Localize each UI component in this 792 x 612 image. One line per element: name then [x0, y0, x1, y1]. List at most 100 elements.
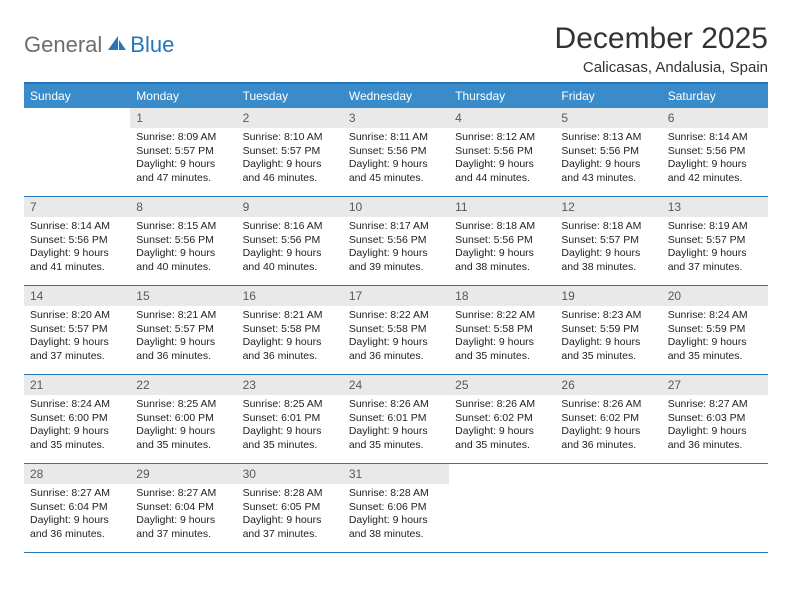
weeks-container: 1Sunrise: 8:09 AMSunset: 5:57 PMDaylight…	[24, 108, 768, 553]
calendar-cell	[555, 464, 661, 552]
day-number: 5	[555, 108, 661, 128]
day-content: Sunrise: 8:13 AMSunset: 5:56 PMDaylight:…	[555, 128, 661, 192]
day-number: 30	[237, 464, 343, 484]
day-number: 2	[237, 108, 343, 128]
calendar-cell: 19Sunrise: 8:23 AMSunset: 5:59 PMDayligh…	[555, 286, 661, 374]
calendar-cell: 10Sunrise: 8:17 AMSunset: 5:56 PMDayligh…	[343, 197, 449, 285]
day-number: 15	[130, 286, 236, 306]
day-content: Sunrise: 8:26 AMSunset: 6:02 PMDaylight:…	[449, 395, 555, 459]
day-number: 28	[24, 464, 130, 484]
day-content: Sunrise: 8:12 AMSunset: 5:56 PMDaylight:…	[449, 128, 555, 192]
day-content: Sunrise: 8:15 AMSunset: 5:56 PMDaylight:…	[130, 217, 236, 281]
day-number: 12	[555, 197, 661, 217]
day-header: Thursday	[449, 84, 555, 108]
calendar-cell: 14Sunrise: 8:20 AMSunset: 5:57 PMDayligh…	[24, 286, 130, 374]
calendar-cell	[662, 464, 768, 552]
day-content: Sunrise: 8:09 AMSunset: 5:57 PMDaylight:…	[130, 128, 236, 192]
day-number: 7	[24, 197, 130, 217]
calendar-cell: 4Sunrise: 8:12 AMSunset: 5:56 PMDaylight…	[449, 108, 555, 196]
day-content: Sunrise: 8:27 AMSunset: 6:03 PMDaylight:…	[662, 395, 768, 459]
day-content: Sunrise: 8:22 AMSunset: 5:58 PMDaylight:…	[449, 306, 555, 370]
day-number: 4	[449, 108, 555, 128]
calendar-cell: 3Sunrise: 8:11 AMSunset: 5:56 PMDaylight…	[343, 108, 449, 196]
day-header: Monday	[130, 84, 236, 108]
day-number: 6	[662, 108, 768, 128]
day-number: 14	[24, 286, 130, 306]
calendar-cell: 5Sunrise: 8:13 AMSunset: 5:56 PMDaylight…	[555, 108, 661, 196]
week-row: 21Sunrise: 8:24 AMSunset: 6:00 PMDayligh…	[24, 375, 768, 464]
day-number: 21	[24, 375, 130, 395]
day-content: Sunrise: 8:19 AMSunset: 5:57 PMDaylight:…	[662, 217, 768, 281]
month-title: December 2025	[555, 22, 768, 56]
day-number: 19	[555, 286, 661, 306]
day-header: Wednesday	[343, 84, 449, 108]
day-content: Sunrise: 8:23 AMSunset: 5:59 PMDaylight:…	[555, 306, 661, 370]
day-number: 22	[130, 375, 236, 395]
day-content: Sunrise: 8:21 AMSunset: 5:57 PMDaylight:…	[130, 306, 236, 370]
day-content: Sunrise: 8:17 AMSunset: 5:56 PMDaylight:…	[343, 217, 449, 281]
day-content: Sunrise: 8:24 AMSunset: 6:00 PMDaylight:…	[24, 395, 130, 459]
calendar-cell: 1Sunrise: 8:09 AMSunset: 5:57 PMDaylight…	[130, 108, 236, 196]
header: General Blue December 2025 Calicasas, An…	[24, 22, 768, 76]
day-number: 9	[237, 197, 343, 217]
day-header: Sunday	[24, 84, 130, 108]
calendar: Sunday Monday Tuesday Wednesday Thursday…	[24, 82, 768, 553]
calendar-cell: 12Sunrise: 8:18 AMSunset: 5:57 PMDayligh…	[555, 197, 661, 285]
location-text: Calicasas, Andalusia, Spain	[555, 59, 768, 76]
day-content: Sunrise: 8:27 AMSunset: 6:04 PMDaylight:…	[24, 484, 130, 548]
day-number: 3	[343, 108, 449, 128]
logo: General Blue	[24, 32, 174, 58]
calendar-cell: 7Sunrise: 8:14 AMSunset: 5:56 PMDaylight…	[24, 197, 130, 285]
day-header: Tuesday	[237, 84, 343, 108]
day-content: Sunrise: 8:11 AMSunset: 5:56 PMDaylight:…	[343, 128, 449, 192]
calendar-cell	[24, 108, 130, 196]
calendar-cell: 9Sunrise: 8:16 AMSunset: 5:56 PMDaylight…	[237, 197, 343, 285]
calendar-cell: 6Sunrise: 8:14 AMSunset: 5:56 PMDaylight…	[662, 108, 768, 196]
day-header: Friday	[555, 84, 661, 108]
day-content: Sunrise: 8:10 AMSunset: 5:57 PMDaylight:…	[237, 128, 343, 192]
day-number: 13	[662, 197, 768, 217]
calendar-cell: 23Sunrise: 8:25 AMSunset: 6:01 PMDayligh…	[237, 375, 343, 463]
day-number: 18	[449, 286, 555, 306]
day-number: 31	[343, 464, 449, 484]
day-content: Sunrise: 8:26 AMSunset: 6:02 PMDaylight:…	[555, 395, 661, 459]
logo-text-blue: Blue	[130, 32, 174, 58]
day-number: 10	[343, 197, 449, 217]
day-content: Sunrise: 8:26 AMSunset: 6:01 PMDaylight:…	[343, 395, 449, 459]
week-row: 14Sunrise: 8:20 AMSunset: 5:57 PMDayligh…	[24, 286, 768, 375]
calendar-cell: 24Sunrise: 8:26 AMSunset: 6:01 PMDayligh…	[343, 375, 449, 463]
calendar-cell: 18Sunrise: 8:22 AMSunset: 5:58 PMDayligh…	[449, 286, 555, 374]
day-content: Sunrise: 8:18 AMSunset: 5:56 PMDaylight:…	[449, 217, 555, 281]
day-number: 29	[130, 464, 236, 484]
day-content: Sunrise: 8:28 AMSunset: 6:06 PMDaylight:…	[343, 484, 449, 548]
day-content: Sunrise: 8:14 AMSunset: 5:56 PMDaylight:…	[24, 217, 130, 281]
calendar-cell: 21Sunrise: 8:24 AMSunset: 6:00 PMDayligh…	[24, 375, 130, 463]
day-content: Sunrise: 8:16 AMSunset: 5:56 PMDaylight:…	[237, 217, 343, 281]
calendar-cell: 11Sunrise: 8:18 AMSunset: 5:56 PMDayligh…	[449, 197, 555, 285]
day-number: 26	[555, 375, 661, 395]
calendar-cell: 15Sunrise: 8:21 AMSunset: 5:57 PMDayligh…	[130, 286, 236, 374]
day-content: Sunrise: 8:21 AMSunset: 5:58 PMDaylight:…	[237, 306, 343, 370]
day-header: Saturday	[662, 84, 768, 108]
title-block: December 2025 Calicasas, Andalusia, Spai…	[555, 22, 768, 76]
calendar-cell: 13Sunrise: 8:19 AMSunset: 5:57 PMDayligh…	[662, 197, 768, 285]
day-content: Sunrise: 8:28 AMSunset: 6:05 PMDaylight:…	[237, 484, 343, 548]
calendar-cell: 16Sunrise: 8:21 AMSunset: 5:58 PMDayligh…	[237, 286, 343, 374]
day-content: Sunrise: 8:22 AMSunset: 5:58 PMDaylight:…	[343, 306, 449, 370]
day-number: 23	[237, 375, 343, 395]
calendar-cell: 31Sunrise: 8:28 AMSunset: 6:06 PMDayligh…	[343, 464, 449, 552]
week-row: 7Sunrise: 8:14 AMSunset: 5:56 PMDaylight…	[24, 197, 768, 286]
day-number: 1	[130, 108, 236, 128]
day-number: 27	[662, 375, 768, 395]
day-number: 24	[343, 375, 449, 395]
day-content: Sunrise: 8:18 AMSunset: 5:57 PMDaylight:…	[555, 217, 661, 281]
calendar-cell: 27Sunrise: 8:27 AMSunset: 6:03 PMDayligh…	[662, 375, 768, 463]
calendar-cell: 2Sunrise: 8:10 AMSunset: 5:57 PMDaylight…	[237, 108, 343, 196]
day-number: 20	[662, 286, 768, 306]
calendar-cell: 29Sunrise: 8:27 AMSunset: 6:04 PMDayligh…	[130, 464, 236, 552]
week-row: 28Sunrise: 8:27 AMSunset: 6:04 PMDayligh…	[24, 464, 768, 553]
calendar-cell: 25Sunrise: 8:26 AMSunset: 6:02 PMDayligh…	[449, 375, 555, 463]
day-number: 25	[449, 375, 555, 395]
week-row: 1Sunrise: 8:09 AMSunset: 5:57 PMDaylight…	[24, 108, 768, 197]
day-content: Sunrise: 8:25 AMSunset: 6:00 PMDaylight:…	[130, 395, 236, 459]
